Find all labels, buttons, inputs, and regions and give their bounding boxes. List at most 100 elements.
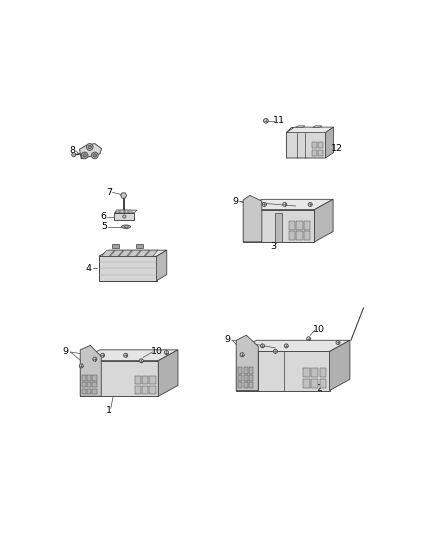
Polygon shape — [243, 199, 333, 209]
Bar — [289, 231, 295, 240]
Polygon shape — [313, 126, 322, 127]
Circle shape — [261, 344, 265, 348]
Text: 9: 9 — [232, 197, 238, 206]
FancyBboxPatch shape — [114, 213, 134, 220]
Bar — [92, 389, 96, 394]
Circle shape — [139, 359, 143, 363]
Bar — [312, 150, 317, 156]
Polygon shape — [156, 250, 167, 281]
Polygon shape — [99, 250, 167, 256]
Polygon shape — [119, 250, 132, 256]
Bar — [244, 367, 248, 374]
Polygon shape — [158, 350, 178, 397]
Text: 6: 6 — [100, 212, 106, 221]
Polygon shape — [137, 250, 149, 256]
Text: 4: 4 — [86, 264, 92, 273]
Text: 12: 12 — [331, 144, 343, 153]
Ellipse shape — [122, 225, 131, 229]
Bar — [311, 379, 318, 389]
Circle shape — [308, 203, 312, 206]
Polygon shape — [243, 195, 262, 242]
Polygon shape — [286, 127, 325, 158]
Circle shape — [72, 153, 76, 157]
Circle shape — [336, 341, 340, 344]
Bar — [87, 382, 92, 387]
Polygon shape — [236, 351, 329, 391]
Text: 9: 9 — [224, 335, 230, 344]
Bar — [82, 389, 86, 394]
Bar — [304, 221, 310, 230]
Polygon shape — [102, 250, 114, 256]
Text: 3: 3 — [270, 243, 276, 251]
Polygon shape — [325, 127, 334, 158]
Bar — [238, 375, 242, 381]
Polygon shape — [80, 350, 178, 361]
Bar — [82, 382, 86, 387]
Bar — [249, 367, 253, 374]
Circle shape — [83, 154, 86, 157]
Polygon shape — [276, 213, 282, 242]
Polygon shape — [236, 340, 350, 351]
Polygon shape — [145, 250, 158, 256]
Polygon shape — [80, 361, 158, 397]
Polygon shape — [296, 126, 305, 127]
Polygon shape — [329, 340, 350, 391]
Bar — [289, 221, 295, 230]
Bar — [136, 245, 143, 248]
Polygon shape — [110, 250, 123, 256]
Bar — [311, 368, 318, 377]
Polygon shape — [314, 199, 333, 242]
Circle shape — [124, 353, 128, 357]
Circle shape — [88, 146, 92, 149]
Text: 1: 1 — [106, 406, 112, 415]
Bar — [92, 382, 96, 387]
Bar — [125, 211, 128, 213]
Circle shape — [81, 152, 88, 159]
Polygon shape — [120, 193, 127, 198]
Circle shape — [93, 357, 97, 361]
Circle shape — [93, 154, 96, 157]
Bar — [134, 386, 141, 394]
Text: 10: 10 — [151, 347, 162, 356]
Text: 2: 2 — [316, 384, 322, 393]
Bar — [134, 376, 141, 384]
Bar — [142, 386, 148, 394]
Polygon shape — [114, 210, 137, 213]
Bar — [129, 211, 132, 213]
Polygon shape — [236, 335, 258, 391]
Text: 10: 10 — [313, 325, 325, 334]
Circle shape — [262, 203, 266, 206]
Ellipse shape — [124, 226, 128, 228]
Bar — [120, 211, 124, 213]
Text: 9: 9 — [63, 347, 69, 356]
Bar — [238, 382, 242, 389]
Bar — [318, 150, 323, 156]
Bar — [113, 245, 119, 248]
Circle shape — [92, 152, 98, 159]
Bar — [82, 375, 86, 381]
Polygon shape — [80, 345, 101, 397]
Bar — [249, 375, 253, 381]
Text: 5: 5 — [101, 222, 107, 231]
Polygon shape — [243, 209, 314, 242]
Bar — [320, 379, 326, 389]
Circle shape — [283, 203, 287, 206]
Bar — [304, 231, 310, 240]
Circle shape — [307, 337, 311, 341]
Bar — [303, 368, 310, 377]
Bar — [312, 142, 317, 149]
Circle shape — [123, 215, 126, 218]
Text: 7: 7 — [106, 188, 112, 197]
Polygon shape — [286, 127, 334, 133]
Circle shape — [284, 344, 288, 348]
Circle shape — [273, 349, 277, 353]
Bar — [297, 221, 303, 230]
Polygon shape — [80, 143, 102, 159]
Polygon shape — [128, 250, 141, 256]
Bar — [238, 367, 242, 374]
Circle shape — [101, 353, 105, 357]
Bar — [149, 386, 155, 394]
Circle shape — [79, 364, 83, 368]
Bar — [244, 382, 248, 389]
Bar — [87, 389, 92, 394]
